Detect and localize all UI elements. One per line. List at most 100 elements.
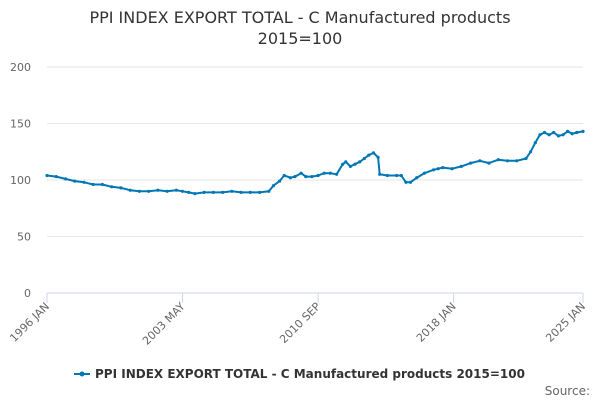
data-point[interactable] bbox=[322, 171, 326, 175]
data-point[interactable] bbox=[415, 176, 419, 180]
data-point[interactable] bbox=[278, 179, 282, 183]
data-point[interactable] bbox=[376, 155, 380, 159]
data-point[interactable] bbox=[524, 156, 528, 161]
data-point[interactable] bbox=[581, 129, 585, 133]
data-point[interactable] bbox=[353, 162, 357, 166]
data-point[interactable] bbox=[193, 192, 197, 196]
data-point[interactable] bbox=[341, 162, 345, 166]
data-point[interactable] bbox=[187, 190, 191, 194]
data-point[interactable] bbox=[469, 161, 473, 165]
data-point[interactable] bbox=[211, 190, 215, 194]
data-point[interactable] bbox=[54, 175, 58, 179]
data-point[interactable] bbox=[371, 151, 376, 155]
data-point[interactable] bbox=[82, 180, 86, 184]
x-tick-label: 2025 JAN bbox=[543, 300, 588, 345]
data-point[interactable] bbox=[533, 141, 537, 145]
y-axis: 0 50 100 150 200 bbox=[10, 61, 31, 300]
data-point[interactable] bbox=[248, 190, 252, 194]
data-point[interactable] bbox=[293, 175, 297, 179]
data-point[interactable] bbox=[566, 129, 570, 133]
data-point[interactable] bbox=[575, 130, 579, 135]
x-tick-label: 1996 JAN bbox=[7, 300, 52, 345]
source-label: Source: bbox=[545, 384, 590, 398]
data-point[interactable] bbox=[174, 188, 178, 192]
data-point[interactable] bbox=[362, 156, 366, 161]
data-point[interactable] bbox=[344, 160, 348, 164]
y-tick-label: 50 bbox=[17, 231, 31, 244]
data-point[interactable] bbox=[542, 130, 547, 135]
data-point[interactable] bbox=[529, 150, 533, 154]
data-point[interactable] bbox=[202, 190, 206, 194]
data-point[interactable] bbox=[378, 172, 382, 176]
gridlines bbox=[47, 66, 583, 237]
data-point[interactable] bbox=[316, 173, 320, 178]
series-line bbox=[46, 130, 584, 195]
legend-dot-marker bbox=[79, 371, 85, 377]
data-point[interactable] bbox=[570, 132, 574, 136]
data-point[interactable] bbox=[515, 159, 519, 163]
data-point[interactable] bbox=[310, 175, 314, 179]
data-point[interactable] bbox=[328, 171, 332, 175]
data-point[interactable] bbox=[358, 160, 362, 164]
data-point[interactable] bbox=[239, 190, 243, 194]
x-tick-label: 2003 MAY bbox=[140, 300, 188, 348]
data-point[interactable] bbox=[267, 189, 271, 193]
data-point[interactable] bbox=[119, 186, 123, 190]
data-point[interactable] bbox=[288, 176, 292, 180]
data-point[interactable] bbox=[63, 177, 68, 181]
data-point[interactable] bbox=[459, 164, 463, 168]
data-point[interactable] bbox=[221, 190, 225, 194]
data-point[interactable] bbox=[230, 189, 234, 193]
data-point[interactable] bbox=[505, 159, 510, 163]
data-point[interactable] bbox=[147, 189, 151, 193]
data-point[interactable] bbox=[436, 167, 440, 171]
data-point[interactable] bbox=[180, 189, 185, 193]
data-point[interactable] bbox=[404, 180, 408, 184]
y-tick-label: 150 bbox=[10, 118, 31, 131]
data-point[interactable] bbox=[408, 180, 413, 184]
data-point[interactable] bbox=[45, 173, 49, 178]
data-point[interactable] bbox=[335, 172, 339, 176]
data-point[interactable] bbox=[556, 134, 561, 138]
x-axis: 1996 JAN 2003 MAY 2010 SEP 2018 JAN 2025 JAN bbox=[7, 293, 588, 348]
data-point[interactable] bbox=[271, 184, 275, 188]
data-point[interactable] bbox=[367, 153, 371, 157]
data-point[interactable] bbox=[432, 168, 436, 172]
data-point[interactable] bbox=[395, 173, 399, 178]
x-tick-label: 2018 JAN bbox=[414, 300, 459, 345]
y-tick-label: 0 bbox=[24, 287, 31, 300]
data-point[interactable] bbox=[304, 175, 308, 179]
data-point[interactable] bbox=[156, 188, 160, 192]
data-point[interactable] bbox=[128, 188, 132, 192]
data-point[interactable] bbox=[561, 133, 565, 137]
y-tick-label: 100 bbox=[10, 174, 31, 187]
legend-label[interactable]: PPI INDEX EXPORT TOTAL - C Manufactured … bbox=[95, 367, 525, 381]
data-point[interactable] bbox=[91, 182, 95, 187]
data-point[interactable] bbox=[450, 167, 454, 171]
data-point[interactable] bbox=[399, 173, 403, 178]
chart-title: PPI INDEX EXPORT TOTAL - C Manufactured … bbox=[89, 8, 510, 27]
data-point[interactable] bbox=[258, 190, 262, 194]
data-point[interactable] bbox=[137, 189, 141, 193]
data-point[interactable] bbox=[165, 189, 169, 193]
legend[interactable]: PPI INDEX EXPORT TOTAL - C Manufactured … bbox=[74, 367, 525, 381]
data-point[interactable] bbox=[487, 161, 491, 165]
data-point[interactable] bbox=[110, 185, 114, 189]
data-point[interactable] bbox=[282, 173, 286, 178]
data-point[interactable] bbox=[538, 133, 542, 137]
data-point[interactable] bbox=[441, 166, 445, 170]
data-point[interactable] bbox=[73, 179, 77, 183]
plot-area bbox=[45, 129, 585, 196]
y-tick-label: 200 bbox=[10, 61, 31, 74]
data-point[interactable] bbox=[478, 159, 482, 163]
data-point[interactable] bbox=[547, 133, 551, 137]
data-point[interactable] bbox=[100, 182, 104, 187]
chart-subtitle: 2015=100 bbox=[258, 29, 343, 48]
data-point[interactable] bbox=[348, 164, 352, 168]
data-point[interactable] bbox=[552, 130, 556, 135]
data-point[interactable] bbox=[422, 171, 426, 175]
data-point[interactable] bbox=[496, 158, 500, 162]
data-point[interactable] bbox=[385, 173, 389, 178]
data-point[interactable] bbox=[299, 171, 303, 175]
